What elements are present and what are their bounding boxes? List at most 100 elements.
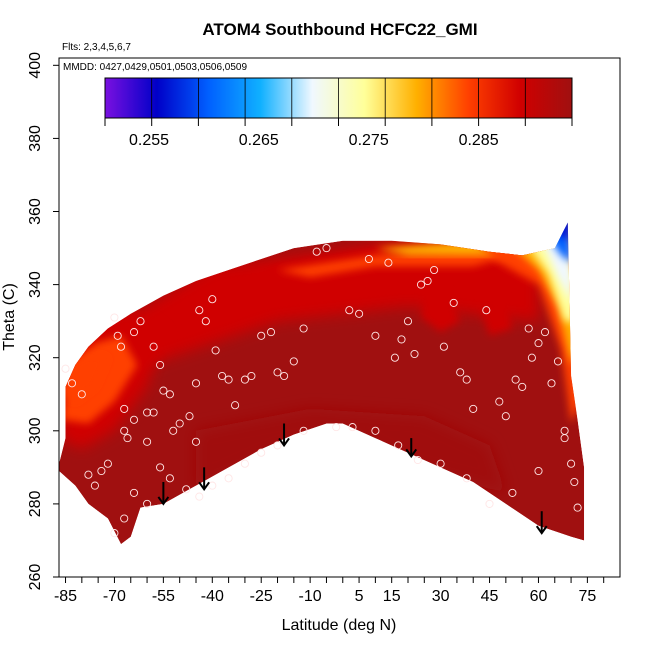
x-tick-label: 15 [383,588,401,605]
plot-frame [58,57,621,578]
observation-point [456,368,465,377]
x-tick-label: -85 [54,588,77,605]
observation-point [299,426,308,435]
x-tick-label: 45 [481,588,499,605]
observation-point [165,474,174,483]
observation-point [185,412,194,421]
observation-point [257,331,266,340]
observation-point [143,437,152,446]
observation-point [390,353,399,362]
x-tick-label: -10 [299,588,322,605]
observation-point [371,331,380,340]
chart-title: ATOM4 Southbound HCFC22_GMI [202,20,477,39]
observation-point [462,375,471,384]
observation-point [266,328,276,337]
colorbar-tick-label: 0.255 [129,132,169,149]
observation-point [355,309,364,318]
observation-point [113,331,122,340]
observation-point [103,459,112,468]
observation-point [240,459,249,468]
observation-point [175,419,184,428]
tropopause-arrows [157,423,548,535]
observation-point [149,342,158,351]
observation-point [397,335,406,344]
observation-point [394,441,403,450]
observation-point [224,474,233,483]
tropopause-arrow [405,438,418,459]
x-tick-label: 30 [432,588,450,605]
x-axis-label: Latitude (deg N) [282,617,397,634]
observation-point [570,477,579,487]
observation-point [410,349,419,359]
observation-point [84,470,93,479]
observation-point [273,441,282,450]
observation-point [224,375,233,384]
observation-point [508,488,517,497]
observation-point [116,342,126,351]
y-axis: 260 280 300 320 340 360 380 400 [27,52,59,590]
observation-point [247,371,256,381]
observation-point [136,317,145,326]
observation-point [501,412,510,421]
observation-point [123,434,132,443]
observation-point [195,492,204,501]
x-tick-label: -40 [201,588,224,605]
observation-point [149,408,158,417]
tropopause-arrow [535,511,548,535]
observation-point [416,280,426,289]
x-tick-label: 5 [355,588,364,605]
observation-point [534,339,543,348]
y-tick-label: 340 [27,271,44,298]
observation-markers [61,244,582,538]
observation-point [384,258,393,267]
field-region-nh-spot-2 [479,299,513,336]
observation-point [469,404,478,413]
observation-point [143,408,152,417]
observation-point [143,499,152,508]
observation-point [439,342,448,351]
field-region-upper-mid [59,240,539,395]
observation-point [191,379,201,388]
observation-point [348,423,357,432]
observation-point [312,247,321,256]
observation-point [289,357,298,366]
observation-point [231,401,240,410]
chart-annotation: MMDD: 0427,0429,0501,0503,0506,0509 [63,62,247,73]
y-axis-label: Theta (C) [1,283,18,351]
observation-point [322,244,331,253]
observation-point [540,328,550,337]
observation-point [436,459,445,468]
observation-point [159,386,168,395]
observation-point [449,298,458,307]
observation-point [482,306,491,315]
observation-point [280,371,289,381]
observation-point [120,426,129,435]
observation-point [547,379,556,388]
observation-point [120,514,129,523]
observation-point [156,360,165,370]
colorbar-tick-label: 0.265 [239,132,279,149]
tropopause-arrow [157,481,170,506]
observation-point [527,353,536,362]
tropopause-arrow [278,423,290,448]
observation-point [208,295,217,304]
observation-point [299,324,308,333]
x-tick-label: -70 [103,588,126,605]
observation-point [553,357,563,366]
observation-point [129,488,139,497]
observation-point [371,426,380,435]
observation-point [120,404,129,413]
observation-point [195,306,204,315]
y-tick-label: 400 [27,52,44,79]
x-tick-label: 75 [579,588,597,605]
observation-point [240,375,249,384]
colorbar-tick-label: 0.275 [349,132,389,149]
observation-point [191,437,201,446]
x-axis: -85 -70 -55 -40 -25 -10 5 15 30 45 60 75 [54,577,605,605]
observation-point [165,390,174,399]
x-tick-label: -25 [250,588,273,605]
y-tick-label: 320 [27,344,44,371]
colorbar: 0.255 0.265 0.275 0.285 [104,77,573,149]
observation-point [97,466,106,476]
